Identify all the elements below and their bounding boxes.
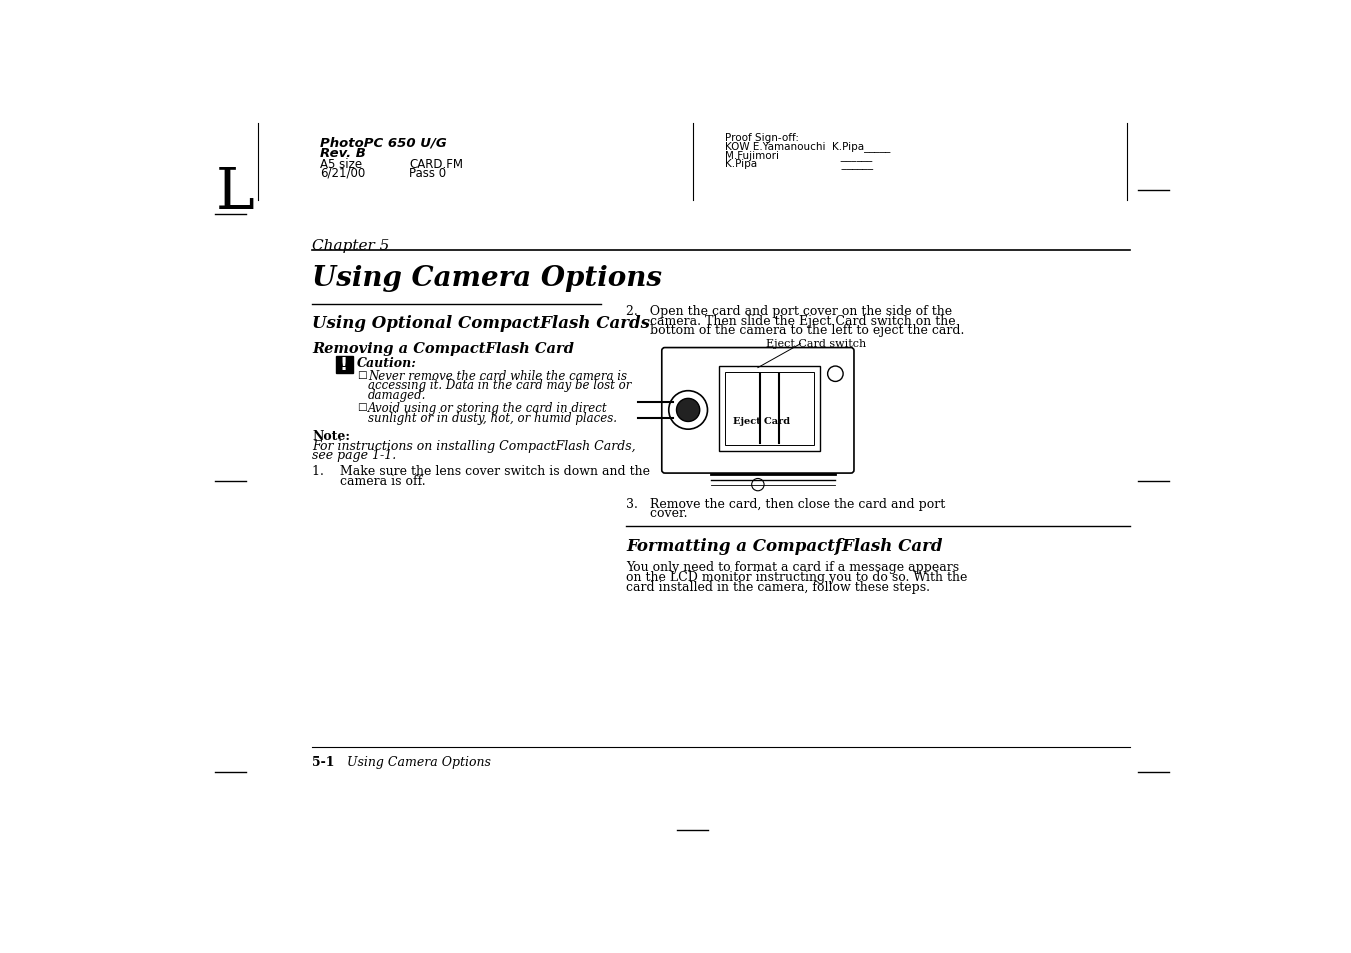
FancyBboxPatch shape — [662, 348, 854, 474]
Text: damaged.: damaged. — [367, 388, 427, 401]
Text: Formatting a CompactfFlash Card: Formatting a CompactfFlash Card — [626, 537, 943, 555]
Text: K.Pipa                          ______: K.Pipa ______ — [725, 158, 874, 169]
Text: cover.: cover. — [626, 507, 688, 519]
Text: You only need to format a card if a message appears: You only need to format a card if a mess… — [626, 560, 959, 574]
Text: Pass 0: Pass 0 — [409, 167, 446, 180]
Text: camera. Then slide the Eject Card switch on the: camera. Then slide the Eject Card switch… — [626, 314, 955, 327]
Text: For instructions on installing CompactFlash Cards,: For instructions on installing CompactFl… — [312, 439, 636, 453]
Text: M.Fujimori                   ______: M.Fujimori ______ — [725, 150, 873, 161]
Text: CARD.FM: CARD.FM — [409, 158, 463, 172]
Text: PhotoPC 650 U/G: PhotoPC 650 U/G — [320, 136, 447, 149]
Text: □: □ — [357, 370, 367, 379]
Text: Rev. B: Rev. B — [320, 147, 366, 160]
Text: 3.   Remove the card, then close the card and port: 3. Remove the card, then close the card … — [626, 497, 946, 511]
Bar — [719, 367, 820, 452]
Text: Using Optional CompactFlash Cards: Using Optional CompactFlash Cards — [312, 315, 650, 332]
Text: A5 size: A5 size — [320, 158, 362, 172]
Text: !: ! — [340, 356, 349, 375]
Text: L: L — [215, 164, 254, 220]
Text: KOW E.Yamanouchi  K.Pipa_____: KOW E.Yamanouchi K.Pipa_____ — [725, 141, 890, 152]
Text: card installed in the camera, follow these steps.: card installed in the camera, follow the… — [626, 580, 929, 594]
Text: 2.   Open the card and port cover on the side of the: 2. Open the card and port cover on the s… — [626, 305, 952, 318]
Text: Chapter 5: Chapter 5 — [312, 239, 389, 253]
Text: camera is off.: camera is off. — [312, 475, 426, 487]
Circle shape — [828, 367, 843, 382]
Text: 1.    Make sure the lens cover switch is down and the: 1. Make sure the lens cover switch is do… — [312, 464, 650, 477]
Text: Eject Card switch: Eject Card switch — [766, 339, 866, 349]
Text: Using Camera Options: Using Camera Options — [312, 264, 662, 292]
Circle shape — [677, 399, 700, 422]
Text: Caution:: Caution: — [357, 356, 417, 370]
Text: Removing a CompactFlash Card: Removing a CompactFlash Card — [312, 341, 574, 355]
Text: bottom of the camera to the left to eject the card.: bottom of the camera to the left to ejec… — [626, 324, 965, 336]
Bar — [725, 373, 813, 445]
Text: see page 1-1.: see page 1-1. — [312, 449, 396, 462]
Circle shape — [751, 479, 765, 491]
Text: on the LCD monitor instructing you to do so. With the: on the LCD monitor instructing you to do… — [626, 571, 967, 583]
Text: 6/21/00: 6/21/00 — [320, 167, 365, 180]
Text: Avoid using or storing the card in direct: Avoid using or storing the card in direc… — [367, 402, 608, 415]
Text: Using Camera Options: Using Camera Options — [347, 755, 490, 768]
Circle shape — [669, 392, 708, 430]
Text: Proof Sign-off:: Proof Sign-off: — [725, 132, 800, 143]
Text: accessing it. Data in the card may be lost or: accessing it. Data in the card may be lo… — [367, 379, 631, 392]
Text: Eject Card: Eject Card — [734, 416, 790, 426]
Text: sunlight or in dusty, hot, or humid places.: sunlight or in dusty, hot, or humid plac… — [367, 412, 617, 424]
Text: □: □ — [357, 402, 367, 412]
Text: 5-1: 5-1 — [312, 755, 335, 768]
Bar — [335, 356, 353, 374]
Text: Never remove the card while the camera is: Never remove the card while the camera i… — [367, 370, 627, 383]
Text: Note:: Note: — [312, 430, 350, 443]
